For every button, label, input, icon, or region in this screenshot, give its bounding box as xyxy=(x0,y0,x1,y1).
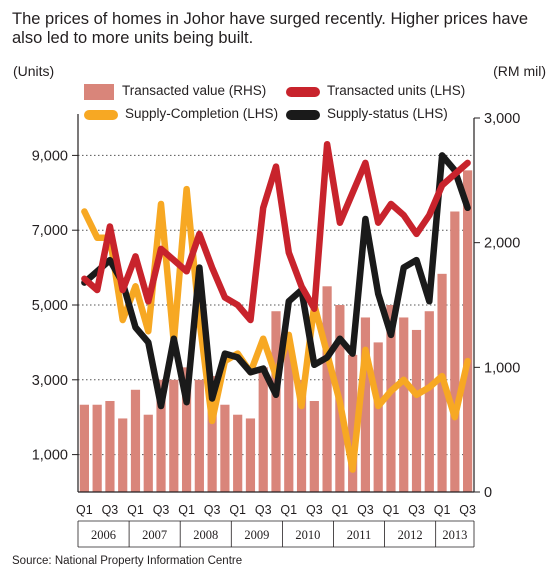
bar-transacted-value xyxy=(143,414,153,492)
legend-label-supply-status: Supply-status (LHS) xyxy=(327,106,448,121)
series-lines xyxy=(81,140,471,473)
left-tick-label-4: 9,000 xyxy=(32,148,68,164)
legend-label-transacted-value: Transacted value (RHS) xyxy=(122,83,267,98)
bar-transacted-value xyxy=(156,379,166,492)
legend-label-supply-completion: Supply-Completion (LHS) xyxy=(125,106,279,121)
quarter-tick-label-4: Q1 xyxy=(178,503,195,517)
year-label-2008: 2008 xyxy=(193,528,218,542)
left-tick-label-1: 3,000 xyxy=(32,373,68,389)
legend-swatch-transacted-units xyxy=(286,87,320,97)
bar-transacted-value xyxy=(360,317,371,492)
year-label-2007: 2007 xyxy=(142,528,167,542)
bar-transacted-value xyxy=(207,376,217,492)
bar-transacted-value xyxy=(92,404,102,492)
quarter-tick-label-5: Q3 xyxy=(204,503,221,517)
bar-transacted-value xyxy=(284,348,294,492)
bar-transacted-value xyxy=(296,379,307,492)
bar-transacted-value xyxy=(309,400,319,492)
quarter-tick-label-11: Q3 xyxy=(357,503,374,517)
bar-transacted-value xyxy=(411,329,422,492)
left-axis-unit-label: (Units) xyxy=(13,63,55,79)
bar-transacted-value xyxy=(424,311,434,492)
bar-transacted-value xyxy=(348,354,358,492)
year-label-2010: 2010 xyxy=(295,528,320,542)
year-label-2009: 2009 xyxy=(244,528,269,542)
bar-transacted-value xyxy=(220,404,230,492)
bar-transacted-value xyxy=(105,400,115,492)
quarter-tick-label-10: Q1 xyxy=(332,503,349,517)
quarter-tick-label-14: Q1 xyxy=(434,503,451,517)
axis-labels: 1,000 3,000 5,000 7,000 9,000 0 1,000 2,000 3,00… xyxy=(32,111,521,542)
right-tick-label-0: 0 xyxy=(484,485,492,501)
bar-transacted-value xyxy=(271,311,281,492)
year-label-2006: 2006 xyxy=(91,528,116,542)
quarter-tick-label-12: Q1 xyxy=(383,503,400,517)
left-tick-label-2: 5,000 xyxy=(32,298,68,314)
source-note: Source: National Property Information Ce… xyxy=(12,555,243,567)
year-label-2012: 2012 xyxy=(398,528,423,542)
chart-title: The prices of homes in Johor have surged… xyxy=(12,10,529,47)
legend-swatch-transacted-value xyxy=(84,84,114,100)
quarter-tick-label-9: Q3 xyxy=(306,503,323,517)
bar-transacted-value xyxy=(399,317,409,492)
bar-transacted-value xyxy=(181,367,192,492)
quarter-tick-label-2: Q1 xyxy=(127,503,144,517)
quarter-tick-label-3: Q3 xyxy=(153,503,170,517)
quarter-tick-label-0: Q1 xyxy=(76,503,93,517)
bar-transacted-value xyxy=(79,404,89,492)
bar-transacted-value xyxy=(450,211,460,492)
bar-transacted-value xyxy=(258,367,268,492)
quarter-tick-label-8: Q1 xyxy=(280,503,297,517)
year-label-2013: 2013 xyxy=(442,528,467,542)
bar-transacted-value xyxy=(194,379,204,492)
right-axis-unit-label: (RM mil) xyxy=(493,63,546,79)
bar-transacted-value xyxy=(373,342,383,492)
bar-transacted-value xyxy=(233,414,243,492)
bar-transacted-value xyxy=(118,418,128,492)
quarter-tick-label-7: Q3 xyxy=(255,503,272,517)
quarter-tick-label-13: Q3 xyxy=(408,503,425,517)
line-supply-status xyxy=(81,152,471,410)
quarter-tick-label-1: Q3 xyxy=(102,503,119,517)
quarter-tick-label-15: Q3 xyxy=(459,503,476,517)
left-tick-label-0: 1,000 xyxy=(32,448,68,464)
bar-transacted-value xyxy=(463,170,473,493)
quarter-tick-label-6: Q1 xyxy=(229,503,246,517)
bar-transacted-value xyxy=(169,379,179,492)
legend-label-transacted-units: Transacted units (LHS) xyxy=(327,83,466,98)
left-tick-label-3: 7,000 xyxy=(32,223,68,239)
bar-transacted-value xyxy=(245,418,256,492)
legend-swatch-supply-status xyxy=(286,110,320,120)
bar-transacted-value xyxy=(322,286,332,492)
axes xyxy=(72,114,480,548)
year-label-2011: 2011 xyxy=(347,528,372,542)
right-tick-label-1: 1,000 xyxy=(484,360,520,376)
legend-swatch-supply-completion xyxy=(84,110,118,120)
line-transacted-units xyxy=(81,140,471,324)
bar-transacted-value xyxy=(386,305,396,492)
right-tick-label-3: 3,000 xyxy=(484,111,520,127)
right-tick-label-2: 2,000 xyxy=(484,236,520,252)
bar-transacted-value xyxy=(130,389,141,492)
